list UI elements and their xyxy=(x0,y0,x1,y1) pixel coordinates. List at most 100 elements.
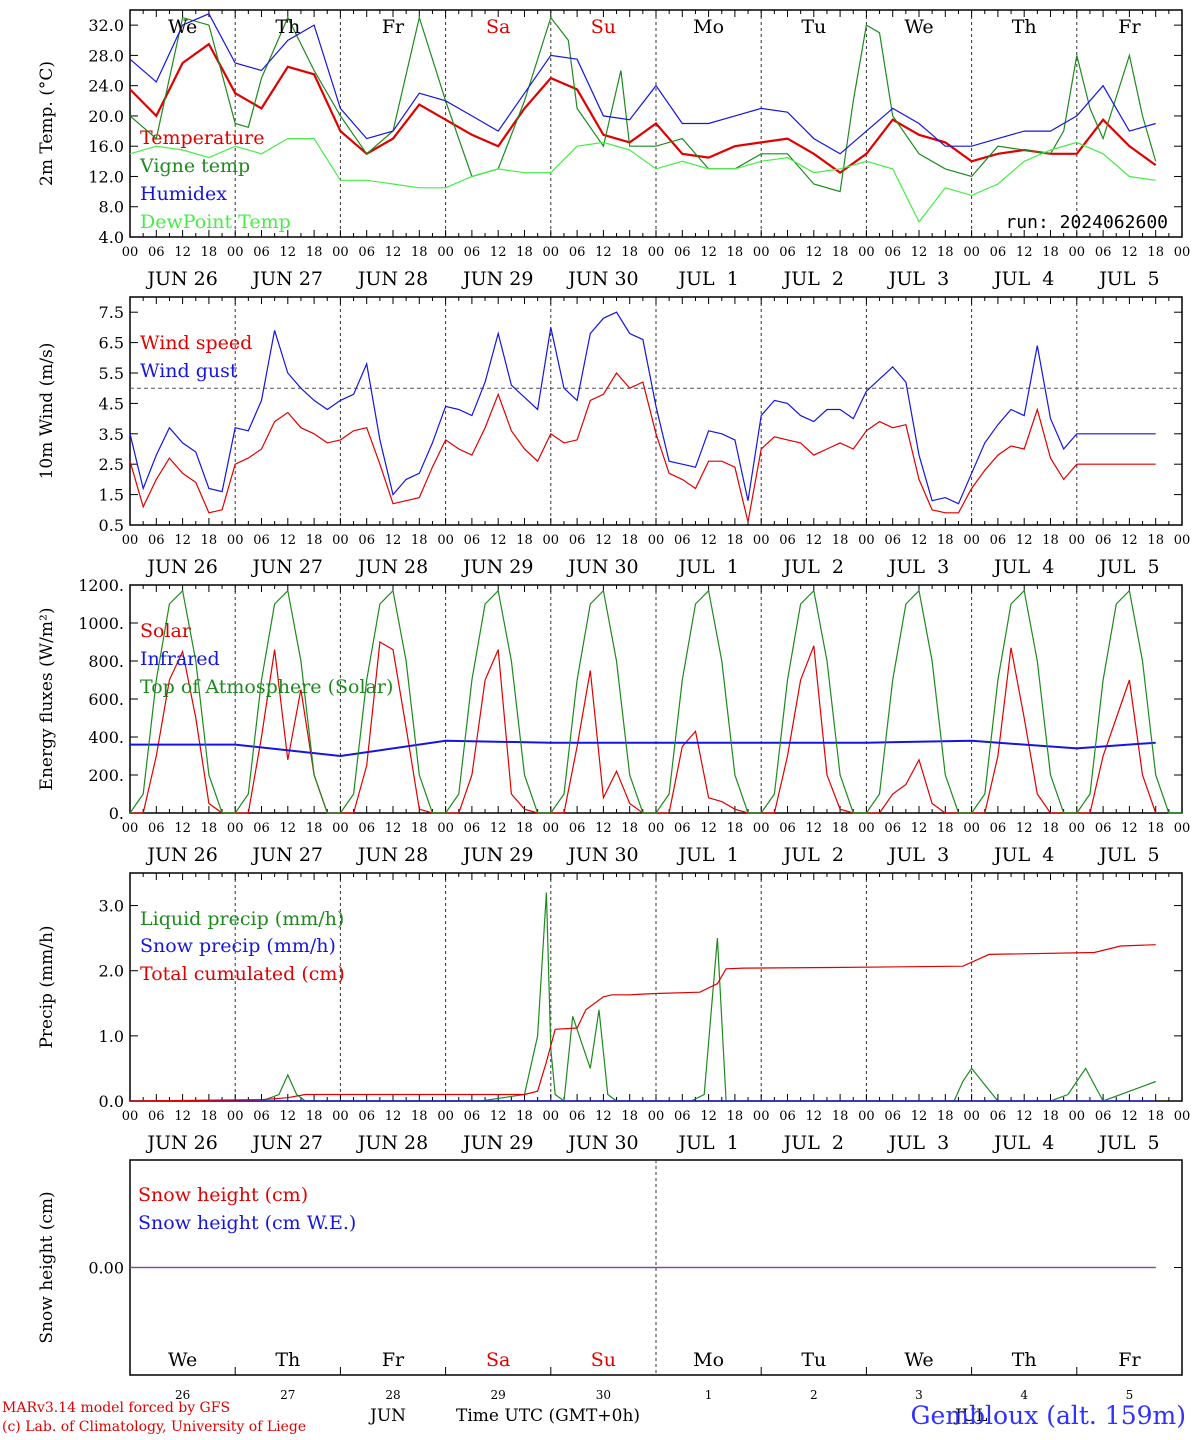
hour-tick-label: 12 xyxy=(280,245,297,260)
hour-tick-label: 06 xyxy=(358,245,375,260)
y-axis-label: 2m Temp. (°C) xyxy=(37,61,57,186)
day-number-label: 5 xyxy=(1126,1388,1134,1402)
y-tick-label: 7.5 xyxy=(99,303,124,322)
day-number-label: 30 xyxy=(596,1388,611,1402)
day-number-label: 3 xyxy=(915,1388,923,1402)
hour-tick-label: 06 xyxy=(990,1109,1007,1124)
hour-tick-label: 18 xyxy=(1147,821,1164,836)
hour-tick-label: 18 xyxy=(832,1109,849,1124)
series-line-wind-speed xyxy=(129,371,1156,523)
hour-tick-label: 18 xyxy=(306,245,323,260)
hour-tick-label: 00 xyxy=(963,245,980,260)
day-number-label: 4 xyxy=(1020,1388,1028,1402)
hour-tick-label: 00 xyxy=(332,533,349,548)
hour-tick-label: 12 xyxy=(911,821,928,836)
hour-tick-label: 06 xyxy=(253,1109,270,1124)
time-axis-label: Time UTC (GMT+0h) xyxy=(456,1406,641,1426)
y-tick-label: 400. xyxy=(88,728,124,747)
date-label: JUN 27 xyxy=(251,556,323,578)
legend-entry: DewPoint Temp xyxy=(140,211,291,233)
hour-tick-label: 06 xyxy=(464,821,481,836)
month-label-jul: JUL xyxy=(955,1406,988,1426)
weekday-label: Fr xyxy=(1118,1349,1141,1371)
hour-tick-label: 18 xyxy=(937,1109,954,1124)
series-line-humidex xyxy=(129,13,1156,155)
hour-tick-label: 18 xyxy=(621,1109,638,1124)
hour-tick-label: 12 xyxy=(385,1109,402,1124)
series-line-infrared xyxy=(130,739,1156,758)
hour-tick-label: 06 xyxy=(148,533,165,548)
hour-tick-label: 12 xyxy=(595,821,612,836)
y-tick-label: 4.5 xyxy=(99,394,124,413)
hour-tick-label: 18 xyxy=(832,245,849,260)
hour-tick-label: 06 xyxy=(884,821,901,836)
hour-tick-label: 00 xyxy=(543,821,560,836)
hour-tick-label: 12 xyxy=(174,821,191,836)
hour-tick-label: 18 xyxy=(1042,533,1059,548)
hour-tick-label: 00 xyxy=(543,1109,560,1124)
hour-tick-label: 18 xyxy=(516,533,533,548)
day-number-label: 28 xyxy=(385,1388,400,1402)
hour-tick-label: 06 xyxy=(569,245,586,260)
day-number-label: 2 xyxy=(810,1388,818,1402)
hour-tick-label: 06 xyxy=(569,1109,586,1124)
y-tick-label: 4.0 xyxy=(99,228,124,247)
hour-tick-label: 12 xyxy=(1121,1109,1138,1124)
hour-tick-label: 12 xyxy=(911,1109,928,1124)
hour-tick-label: 18 xyxy=(201,1109,218,1124)
hour-tick-label: 18 xyxy=(621,533,638,548)
hour-tick-label: 00 xyxy=(437,821,454,836)
hour-tick-label: 18 xyxy=(727,1109,744,1124)
hour-tick-label: 12 xyxy=(280,533,297,548)
hour-tick-label: 12 xyxy=(911,533,928,548)
legend-entry: Wind gust xyxy=(140,360,238,382)
legend-entry: Snow height (cm) xyxy=(138,1184,308,1206)
date-label: JUL 4 xyxy=(992,1132,1054,1154)
hour-tick-label: 18 xyxy=(516,1109,533,1124)
hour-tick-label: 12 xyxy=(490,533,507,548)
hour-tick-label: 06 xyxy=(253,821,270,836)
y-tick-label: 2.0 xyxy=(99,962,124,981)
hour-tick-label: 12 xyxy=(385,821,402,836)
hour-tick-label: 18 xyxy=(201,821,218,836)
hour-tick-label: 00 xyxy=(1174,821,1191,836)
hour-tick-label: 00 xyxy=(858,533,875,548)
date-label: JUL 4 xyxy=(992,268,1054,290)
hour-tick-label: 12 xyxy=(1016,245,1033,260)
site-label: Gembloux (alt. 159m) xyxy=(910,1401,1186,1430)
hour-tick-label: 18 xyxy=(411,245,428,260)
hour-tick-label: 00 xyxy=(437,245,454,260)
credit-line-2: (c) Lab. of Climatology, University of L… xyxy=(2,1419,307,1435)
y-tick-label: 1000. xyxy=(78,614,124,633)
date-label: JUL 2 xyxy=(782,844,844,866)
hour-tick-label: 18 xyxy=(937,821,954,836)
y-tick-label: 3.0 xyxy=(99,897,124,916)
hour-tick-label: 00 xyxy=(332,1109,349,1124)
hour-tick-label: 18 xyxy=(727,821,744,836)
y-tick-label: 5.5 xyxy=(99,364,124,383)
weekday-label: Fr xyxy=(382,16,405,38)
weekday-label: Su xyxy=(591,16,616,38)
hour-tick-label: 18 xyxy=(1147,1109,1164,1124)
hour-tick-label: 12 xyxy=(174,245,191,260)
hour-tick-label: 12 xyxy=(806,1109,823,1124)
date-label: JUL 3 xyxy=(887,268,949,290)
hour-tick-label: 12 xyxy=(911,245,928,260)
legend-entry: Snow height (cm W.E.) xyxy=(138,1212,356,1234)
hour-tick-label: 18 xyxy=(516,821,533,836)
day-number-label: 29 xyxy=(491,1388,506,1402)
hour-tick-label: 00 xyxy=(1174,533,1191,548)
hour-tick-label: 12 xyxy=(806,245,823,260)
hour-tick-label: 18 xyxy=(516,245,533,260)
hour-tick-label: 00 xyxy=(227,821,244,836)
date-label: JUL 2 xyxy=(782,556,844,578)
hour-tick-label: 00 xyxy=(227,533,244,548)
y-tick-label: 1.5 xyxy=(99,486,124,505)
date-label: JUN 27 xyxy=(251,268,323,290)
hour-tick-label: 06 xyxy=(674,533,691,548)
legend-entry: Humidex xyxy=(140,183,227,205)
hour-tick-label: 00 xyxy=(227,1109,244,1124)
y-tick-label: 12.0 xyxy=(88,167,124,186)
date-label: JUL 1 xyxy=(676,844,738,866)
y-tick-label: 16.0 xyxy=(88,137,124,156)
